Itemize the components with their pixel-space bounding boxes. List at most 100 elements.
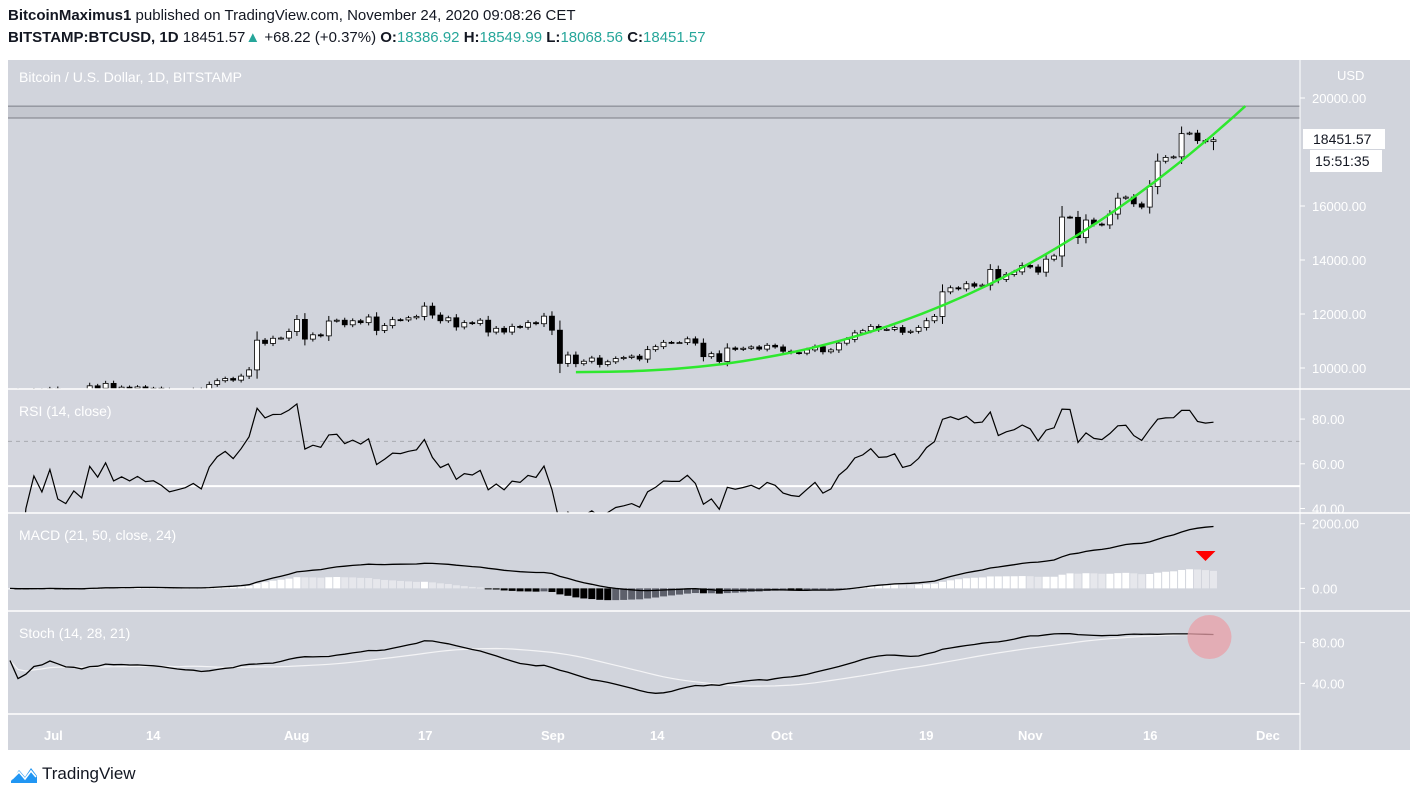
candle-body	[1210, 139, 1217, 142]
candle-body	[1162, 156, 1169, 162]
macd-histogram-bar	[986, 576, 994, 589]
candle	[373, 312, 380, 336]
tradingview-logo[interactable]: TradingView	[10, 764, 136, 784]
price-pane[interactable]	[8, 105, 1301, 397]
candle-body	[668, 341, 675, 344]
bearish-signal-arrow-icon[interactable]	[1195, 551, 1216, 561]
macd-histogram-bar	[500, 588, 508, 591]
macd-histogram-bar	[1074, 573, 1082, 589]
candle-body	[493, 327, 500, 333]
macd-histogram-bar	[237, 586, 245, 589]
candle	[732, 346, 739, 352]
macd-histogram-bar	[803, 588, 811, 591]
candle-body	[437, 314, 444, 322]
macd-histogram-bar	[405, 581, 412, 589]
macd-histogram-bar	[1138, 574, 1146, 589]
candle-body	[1170, 156, 1177, 159]
candle-body	[1138, 203, 1145, 208]
candle-body	[341, 319, 348, 326]
last-price: 18451.57	[182, 29, 246, 46]
macd-histogram-bar	[141, 587, 149, 589]
candle	[1154, 153, 1161, 195]
countdown-tag	[1310, 150, 1382, 172]
macd-histogram-bar	[428, 582, 436, 589]
candle-body	[453, 317, 460, 328]
macd-pane[interactable]	[7, 525, 1217, 601]
candle	[684, 336, 691, 345]
candle	[565, 351, 571, 367]
macd-histogram-bar	[1042, 576, 1050, 589]
macd-histogram-bar	[301, 577, 309, 589]
candle-body	[676, 342, 683, 345]
axis-tick-label: 80.00	[1312, 412, 1345, 427]
candle	[541, 312, 547, 327]
macd-histogram-bar	[962, 578, 970, 589]
macd-histogram-bar	[149, 587, 157, 589]
candle-body	[421, 305, 428, 317]
macd-histogram-bar	[444, 584, 452, 589]
time-label: 14	[650, 728, 665, 743]
candle-body	[1051, 255, 1057, 260]
candle-body	[1098, 223, 1105, 226]
macd-histogram-bar	[954, 579, 962, 589]
macd-histogram-bar	[891, 584, 899, 589]
candle-body	[963, 283, 970, 290]
candle	[708, 351, 715, 359]
macd-histogram-bar	[516, 588, 524, 592]
candle-body	[1067, 216, 1073, 219]
candle-body	[413, 316, 420, 319]
candle	[580, 359, 587, 366]
macd-histogram-bar	[341, 577, 349, 589]
macd-histogram-bar	[1178, 569, 1186, 589]
candle	[437, 312, 444, 324]
candle-body	[820, 346, 826, 353]
stoch-pane[interactable]	[9, 615, 1232, 694]
parabolic-support-curve[interactable]	[575, 105, 1247, 374]
macd-histogram-bar	[580, 588, 588, 599]
macd-histogram-bar	[835, 588, 843, 590]
highlight-circle[interactable]	[1187, 615, 1232, 659]
candle	[214, 378, 221, 387]
resistance-zone[interactable]	[8, 106, 1300, 118]
candle	[238, 373, 245, 383]
macd-histogram-bar	[683, 588, 691, 594]
candle-body	[1146, 186, 1153, 208]
candle	[86, 382, 93, 389]
candle-body	[278, 337, 284, 340]
time-label: 16	[1143, 728, 1157, 743]
candle-body	[565, 354, 571, 364]
macd-histogram-bar	[923, 584, 931, 589]
price-axis[interactable]: 10000.00 12000.00 14000.00 16000.00 20000.00…	[1300, 91, 1366, 691]
candle-body	[549, 315, 555, 331]
macd-histogram-bar	[309, 577, 317, 589]
candle	[485, 315, 492, 337]
candle	[923, 317, 930, 331]
macd-histogram-bar	[899, 584, 907, 589]
candle-body	[700, 342, 707, 358]
macd-histogram-bar	[157, 587, 165, 589]
candle	[588, 355, 595, 364]
rsi-pane[interactable]	[8, 402, 1300, 598]
macd-histogram-bar	[397, 580, 405, 589]
macd-histogram-bar	[915, 584, 923, 589]
macd-histogram-bar	[556, 588, 564, 595]
candle	[700, 338, 707, 362]
time-axis[interactable]: Jul 14 Aug 17 Sep 14 Oct 19 Nov 16 Dec	[44, 728, 1280, 743]
macd-histogram-bar	[668, 588, 676, 596]
candle	[270, 335, 276, 347]
axis-tick-label: 14000.00	[1312, 253, 1366, 268]
axis-tick-label: 10000.00	[1312, 361, 1366, 376]
macd-histogram-bar	[1002, 576, 1010, 589]
close-value: 18451.57	[643, 29, 706, 46]
candle-body	[588, 357, 595, 362]
candle-body	[294, 318, 300, 332]
axis-tick-label: 40.00	[1312, 676, 1345, 691]
author[interactable]: BitcoinMaximus1	[8, 7, 132, 24]
candle	[660, 339, 667, 350]
macd-histogram-bar	[1186, 569, 1194, 589]
candle-body	[891, 327, 898, 330]
macd-histogram-bar	[293, 577, 301, 589]
candle	[1178, 126, 1185, 165]
candle	[405, 315, 412, 322]
